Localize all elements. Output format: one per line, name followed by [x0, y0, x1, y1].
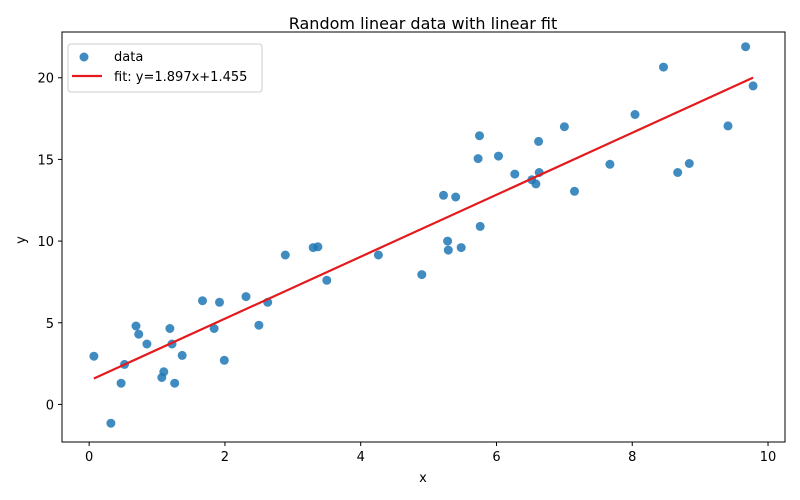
data-point — [116, 378, 126, 388]
x-tick-label: 2 — [221, 450, 229, 465]
y-tick-label: 15 — [37, 153, 54, 168]
y-tick-label: 0 — [46, 398, 54, 413]
plot-frame — [61, 31, 786, 443]
legend-box — [67, 43, 263, 93]
data-point — [451, 192, 461, 202]
data-point — [106, 418, 116, 428]
data-point — [673, 168, 683, 177]
data-point — [215, 297, 224, 307]
x-tick-label: 6 — [492, 450, 500, 465]
data-point — [177, 350, 187, 360]
data-point — [209, 324, 219, 333]
plot-area — [89, 42, 758, 428]
y-tick-label: 10 — [37, 235, 54, 250]
data-point — [439, 190, 448, 200]
legend-label-data: data — [114, 50, 143, 65]
x-tick-label: 8 — [628, 450, 636, 465]
data-point — [280, 250, 290, 260]
data-point — [473, 154, 483, 164]
data-point — [89, 351, 99, 361]
legend-label-fit: fit: y=1.897x+1.455 — [114, 70, 247, 85]
x-tick-label: 4 — [357, 450, 365, 465]
legend-marker-data — [79, 52, 89, 62]
fit-line — [93, 76, 754, 380]
data-point — [443, 245, 453, 255]
data-point — [748, 81, 758, 91]
data-point — [630, 110, 640, 119]
legend: data fit: y=1.897x+1.455 — [67, 43, 263, 93]
data-point — [531, 179, 541, 189]
x-axis-label: x — [419, 471, 427, 486]
data-point — [494, 151, 503, 161]
data-point — [198, 296, 207, 306]
data-point — [443, 236, 453, 246]
data-point — [165, 324, 175, 333]
y-tick-label: 5 — [46, 317, 54, 332]
y-tick-label: 20 — [37, 72, 54, 87]
data-point — [131, 321, 141, 331]
data-point — [534, 136, 544, 146]
y-axis-label: y — [14, 236, 29, 244]
data-point — [241, 292, 251, 302]
data-point — [170, 378, 180, 388]
data-point — [159, 367, 169, 377]
data-point — [475, 221, 485, 231]
data-point — [142, 339, 152, 349]
data-point — [741, 42, 751, 52]
data-point — [373, 250, 383, 260]
data-point — [134, 329, 144, 339]
data-point — [456, 243, 466, 253]
data-point — [684, 159, 694, 168]
data-point — [723, 121, 733, 131]
data-point — [559, 122, 569, 132]
data-point — [659, 62, 668, 72]
data-point — [254, 320, 264, 330]
x-tick-label: 0 — [85, 450, 93, 465]
chart-title: Random linear data with linear fit — [289, 14, 558, 33]
data-point — [313, 242, 323, 252]
x-axis: 0 2 4 6 8 10 — [85, 442, 776, 465]
x-tick-label: 10 — [760, 450, 777, 465]
data-point — [510, 169, 520, 179]
data-point — [219, 355, 229, 365]
data-point — [605, 159, 615, 169]
y-axis: 0 5 10 15 20 — [37, 72, 62, 413]
data-point — [417, 270, 427, 280]
data-point — [475, 131, 484, 141]
data-point — [570, 186, 579, 196]
data-point — [322, 275, 332, 285]
